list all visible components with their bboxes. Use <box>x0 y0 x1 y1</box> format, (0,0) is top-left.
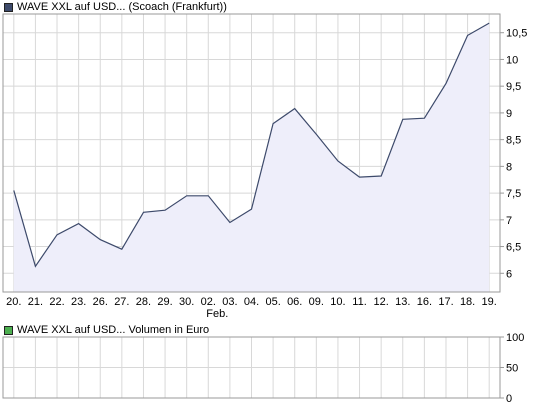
price-legend-label: WAVE XXL auf USD... (Scoach (Frankfurt)) <box>17 1 227 13</box>
price-y-tick-label: 10 <box>506 54 518 66</box>
x-tick-label: 09. <box>309 296 324 308</box>
volume-y-tick-label: 50 <box>506 363 518 375</box>
x-tick-label: 27. <box>114 296 129 308</box>
x-tick-label: 03. <box>222 296 237 308</box>
price-legend-swatch <box>4 2 13 12</box>
volume-legend-swatch <box>4 325 13 335</box>
x-tick-label: 30. <box>179 296 194 308</box>
x-tick-label: 13. <box>395 296 410 308</box>
volume-legend: WAVE XXL auf USD... Volumen in Euro <box>4 323 209 337</box>
price-y-tick-label: 10,5 <box>506 28 527 40</box>
x-tick-label: 28. <box>136 296 151 308</box>
volume-y-tick-label: 0 <box>506 393 512 405</box>
price-legend: WAVE XXL auf USD... (Scoach (Frankfurt)) <box>4 0 227 14</box>
x-tick-label: 21. <box>28 296 43 308</box>
x-tick-label: 20. <box>6 296 21 308</box>
price-plot-frame <box>2 13 501 293</box>
price-y-tick-label: 8,5 <box>506 135 521 147</box>
price-y-tick-label: 8 <box>506 161 512 173</box>
x-tick-label: 02. <box>201 296 216 308</box>
x-tick-label: 18. <box>460 296 475 308</box>
volume-y-tick-label: 100 <box>506 332 524 344</box>
price-area <box>13 23 490 292</box>
x-tick-label: 23. <box>71 296 86 308</box>
price-y-tick-label: 6,5 <box>506 242 521 254</box>
x-tick-label: 19. <box>482 296 497 308</box>
price-y-tick-label: 9 <box>506 108 512 120</box>
x-tick-label: 04. <box>244 296 259 308</box>
price-y-tick-label: 7,5 <box>506 188 521 200</box>
x-tick-label: 26. <box>93 296 108 308</box>
x-axis: 20. 21. 22. 23. 26. 27. 28. 29. 30. 02. 03. 04. 05. 0… <box>6 296 497 320</box>
price-line <box>13 22 490 268</box>
price-y-tick-label: 9,5 <box>506 81 521 93</box>
volume-y-axis: 0 50 100 <box>500 332 524 405</box>
price-y-tick-label: 7 <box>506 215 512 227</box>
price-y-axis: 6 6,5 7 7,5 8 8,5 9 9,5 10 10,5 <box>500 28 527 280</box>
x-tick-label: 10. <box>330 296 345 308</box>
x-tick-label: 12. <box>374 296 389 308</box>
x-tick-label: 22. <box>49 296 64 308</box>
volume-legend-label: WAVE XXL auf USD... Volumen in Euro <box>17 324 210 336</box>
x-tick-label: 16. <box>417 296 432 308</box>
x-tick-label: 05. <box>265 296 280 308</box>
x-tick-label: 17. <box>438 296 453 308</box>
price-y-tick-label: 6 <box>506 268 512 280</box>
x-month-label: Feb. <box>206 308 228 320</box>
volume-grid <box>3 336 500 399</box>
x-tick-label: 11. <box>352 296 366 308</box>
x-tick-label: 06. <box>287 296 302 308</box>
x-tick-label: 29. <box>157 296 172 308</box>
